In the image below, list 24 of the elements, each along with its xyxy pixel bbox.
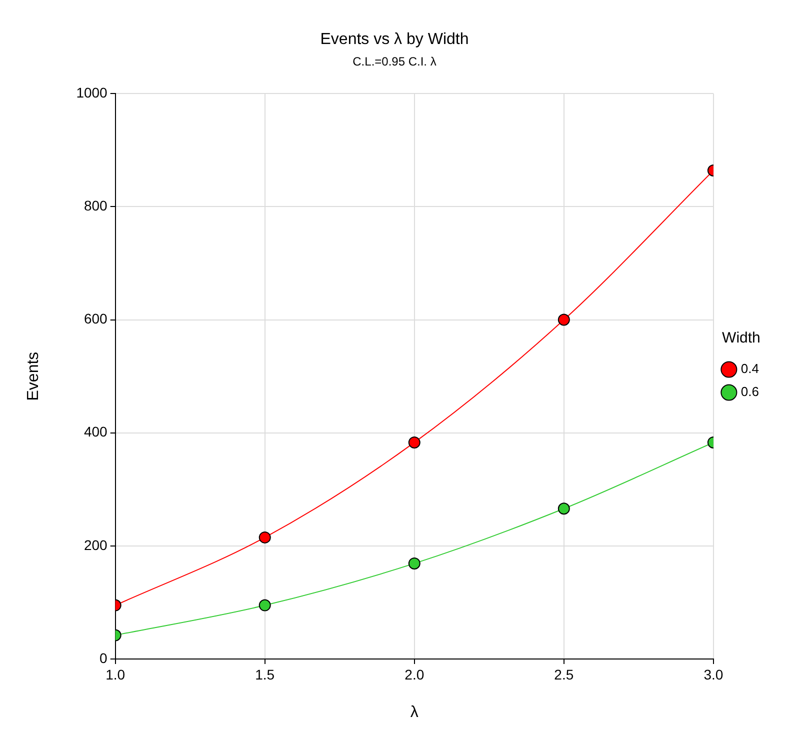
y-tick-label: 400 [84, 424, 108, 440]
chart-title: Events vs λ by Width [320, 31, 469, 48]
x-tick-label: 2.0 [404, 666, 424, 682]
y-tick-label: 200 [84, 536, 108, 553]
y-tick-label: 1000 [76, 84, 108, 100]
y-tick-label: 600 [84, 310, 108, 327]
point [258, 599, 271, 612]
x-axis-title: λ [410, 704, 418, 721]
point [258, 531, 271, 544]
point [558, 314, 570, 326]
point [408, 436, 420, 448]
point [558, 502, 570, 515]
point [408, 557, 420, 570]
y-tick-label: 0 [100, 650, 108, 666]
y-axis-title: Events [25, 352, 42, 401]
x-tick-label: 2.5 [554, 666, 574, 682]
x-tick-label: 3.0 [704, 666, 724, 682]
legend-title: Width [722, 330, 760, 347]
chart-subtitle: C.L.=0.95 C.I. λ [352, 54, 436, 69]
y-tick-label: 800 [84, 198, 108, 214]
legend-label: 0.6 [740, 384, 760, 400]
legend-label: 0.4 [740, 361, 760, 376]
x-tick-label: 1.0 [106, 666, 126, 682]
x-tick-label: 1.5 [255, 666, 275, 682]
